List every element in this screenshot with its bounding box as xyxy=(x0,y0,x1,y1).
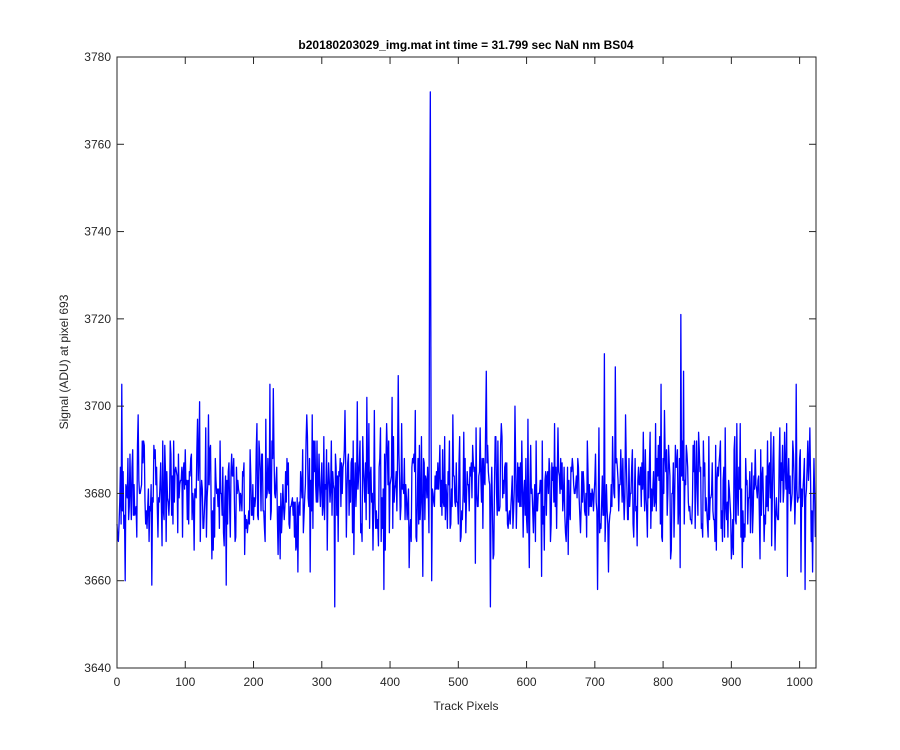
y-tick-label: 3680 xyxy=(84,486,111,500)
x-tick-label: 400 xyxy=(380,675,400,689)
y-tick-label: 3660 xyxy=(84,574,111,588)
y-tick-label: 3760 xyxy=(84,137,111,151)
y-tick-label: 3700 xyxy=(84,399,111,413)
chart-title: b20180203029_img.mat int time = 31.799 s… xyxy=(298,38,634,52)
x-tick-label: 300 xyxy=(312,675,332,689)
plot-area xyxy=(117,57,816,668)
x-tick-label: 900 xyxy=(721,675,741,689)
x-tick-label: 0 xyxy=(114,675,121,689)
x-tick-label: 1000 xyxy=(786,675,813,689)
y-tick-label: 3780 xyxy=(84,50,111,64)
x-tick-label: 500 xyxy=(448,675,468,689)
axes-box xyxy=(116,56,817,669)
y-tick-label: 3640 xyxy=(84,661,111,675)
x-axis-label: Track Pixels xyxy=(434,699,499,713)
x-tick-label: 200 xyxy=(244,675,264,689)
x-tick-label: 800 xyxy=(653,675,673,689)
x-tick-label: 600 xyxy=(517,675,537,689)
x-tick-label: 700 xyxy=(585,675,605,689)
y-tick-label: 3740 xyxy=(84,225,111,239)
x-tick-label: 100 xyxy=(175,675,195,689)
series-line-0 xyxy=(116,91,816,608)
y-tick-label: 3720 xyxy=(84,312,111,326)
y-axis-label: Signal (ADU) at pixel 693 xyxy=(57,294,71,429)
